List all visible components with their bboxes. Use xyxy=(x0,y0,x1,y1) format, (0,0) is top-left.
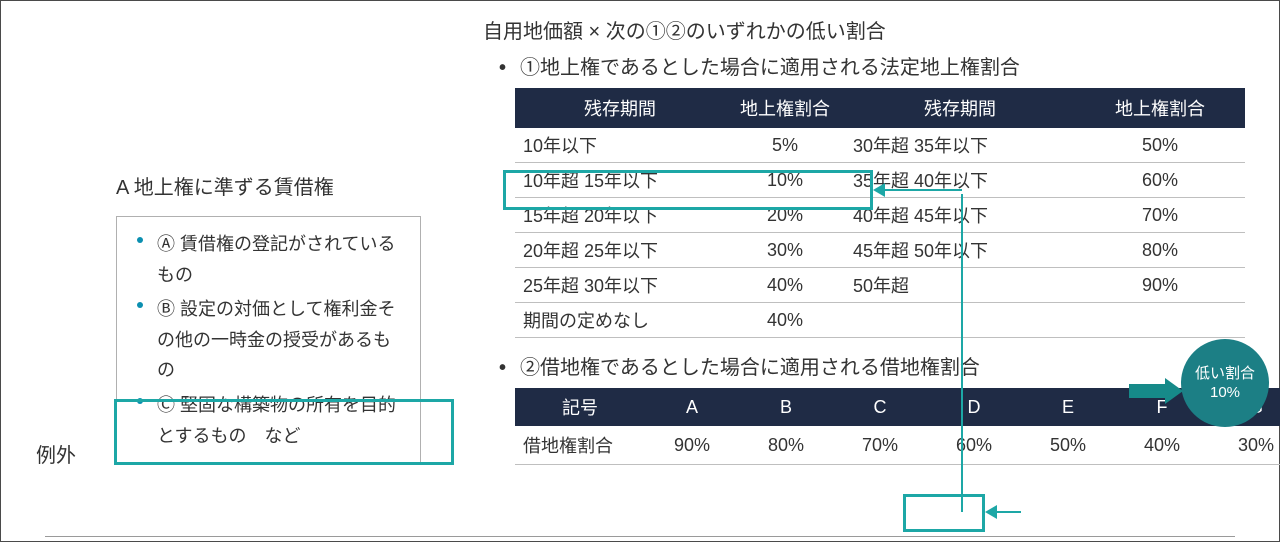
circle-line2: 10% xyxy=(1210,383,1240,403)
table-cell: 50% xyxy=(1075,128,1245,163)
t2-header: C xyxy=(833,388,927,426)
table-cell: 60% xyxy=(927,426,1021,465)
surface-rights-table: 残存期間 地上権割合 残存期間 地上権割合 10年以下5%30年超 35年以下5… xyxy=(515,88,1245,338)
table-cell: 50% xyxy=(1021,426,1115,465)
table-cell: 70% xyxy=(833,426,927,465)
bullet-icon xyxy=(137,398,143,404)
item-text: Ⓒ 堅固な構築物の所有を目的とするもの など xyxy=(157,395,396,446)
formula-text: 自用地価額 × 次の①②のいずれかの低い割合 xyxy=(483,15,1261,44)
t2-header: E xyxy=(1021,388,1115,426)
list-item: Ⓑ 設定の対価として権利金その他の一時金の授受があるもの xyxy=(133,294,404,386)
t2-header: D xyxy=(927,388,1021,426)
sub-text: ②借地権であるとした場合に適用される借地権割合 xyxy=(520,352,980,384)
connector-line-vert xyxy=(961,194,963,496)
table-cell: 5% xyxy=(725,128,845,163)
table-cell xyxy=(1075,303,1245,338)
a-title: A 地上権に準ずる賃借権 xyxy=(116,171,446,200)
table-cell: 40% xyxy=(725,303,845,338)
table-cell: 80% xyxy=(1075,233,1245,268)
bottom-rule xyxy=(45,536,1235,537)
table-cell: 10% xyxy=(725,163,845,198)
t1-header: 地上権割合 xyxy=(1075,89,1245,128)
table-cell: 期間の定めなし xyxy=(515,303,725,338)
bullet-icon xyxy=(137,302,143,308)
t1-header: 残存期間 xyxy=(845,89,1075,128)
list-item: Ⓐ 賃借権の登記がされているもの xyxy=(133,229,404,290)
t2-header: B xyxy=(739,388,833,426)
item-text: Ⓐ 賃借権の登記がされているもの xyxy=(157,234,395,285)
table-cell xyxy=(845,303,1075,338)
connector-line-h3 xyxy=(995,511,1021,513)
table-cell: 30% xyxy=(725,233,845,268)
dot-icon: • xyxy=(499,352,506,384)
left-column: A 地上権に準ずる賃借権 Ⓐ 賃借権の登記がされているもの Ⓑ 設定の対価として… xyxy=(116,171,446,464)
table-cell: 20% xyxy=(725,198,845,233)
t2-header: 記号 xyxy=(515,388,645,426)
sub-bullet-1: • ①地上権であるとした場合に適用される法定地上権割合 xyxy=(499,52,1261,84)
page-frame: 例外 A 地上権に準ずる賃借権 Ⓐ 賃借権の登記がされているもの Ⓑ 設定の対価… xyxy=(0,0,1280,542)
result-circle: 低い割合 10% xyxy=(1181,339,1269,427)
connector-line-h2 xyxy=(961,495,963,512)
table-cell: 25年超 30年以下 xyxy=(515,268,725,303)
table-cell: 40% xyxy=(725,268,845,303)
list-item: Ⓒ 堅固な構築物の所有を目的とするもの など xyxy=(133,390,404,451)
dot-icon: • xyxy=(499,52,506,84)
table-cell: 30年超 35年以下 xyxy=(845,128,1075,163)
t2-header: A xyxy=(645,388,739,426)
table-cell: 15年超 20年以下 xyxy=(515,198,725,233)
table-cell: 60% xyxy=(1075,163,1245,198)
table-row: 15年超 20年以下20%40年超 45年以下70% xyxy=(515,198,1245,233)
table-cell: 80% xyxy=(739,426,833,465)
highlight-table2-cell xyxy=(903,494,985,532)
table-cell: 50年超 xyxy=(845,268,1075,303)
table-cell: 借地権割合 xyxy=(515,426,645,465)
table-cell: 40年超 45年以下 xyxy=(845,198,1075,233)
table-cell: 10年超 15年以下 xyxy=(515,163,725,198)
t1-header: 地上権割合 xyxy=(725,89,845,128)
sub-text: ①地上権であるとした場合に適用される法定地上権割合 xyxy=(520,52,1020,84)
bullet-icon xyxy=(137,237,143,243)
connector-line-h1 xyxy=(884,189,962,191)
table-row: 20年超 25年以下30%45年超 50年以下80% xyxy=(515,233,1245,268)
exception-label: 例外 xyxy=(36,439,76,468)
table-cell: 45年超 50年以下 xyxy=(845,233,1075,268)
item-text: Ⓑ 設定の対価として権利金その他の一時金の授受があるもの xyxy=(157,299,395,380)
table-row: 期間の定めなし40% xyxy=(515,303,1245,338)
table-cell: 90% xyxy=(1075,268,1245,303)
t1-header: 残存期間 xyxy=(515,89,725,128)
table-cell: 20年超 25年以下 xyxy=(515,233,725,268)
circle-line1: 低い割合 xyxy=(1195,364,1255,384)
table-row: 25年超 30年以下40%50年超90% xyxy=(515,268,1245,303)
table-row: 10年以下5%30年超 35年以下50% xyxy=(515,128,1245,163)
table-cell: 10年以下 xyxy=(515,128,725,163)
conditions-box: Ⓐ 賃借権の登記がされているもの Ⓑ 設定の対価として権利金その他の一時金の授受… xyxy=(116,216,421,464)
table-cell: 40% xyxy=(1115,426,1209,465)
table-cell: 90% xyxy=(645,426,739,465)
table-cell: 70% xyxy=(1075,198,1245,233)
table-cell: 30% xyxy=(1209,426,1280,465)
block-arrow-icon xyxy=(1129,378,1183,404)
